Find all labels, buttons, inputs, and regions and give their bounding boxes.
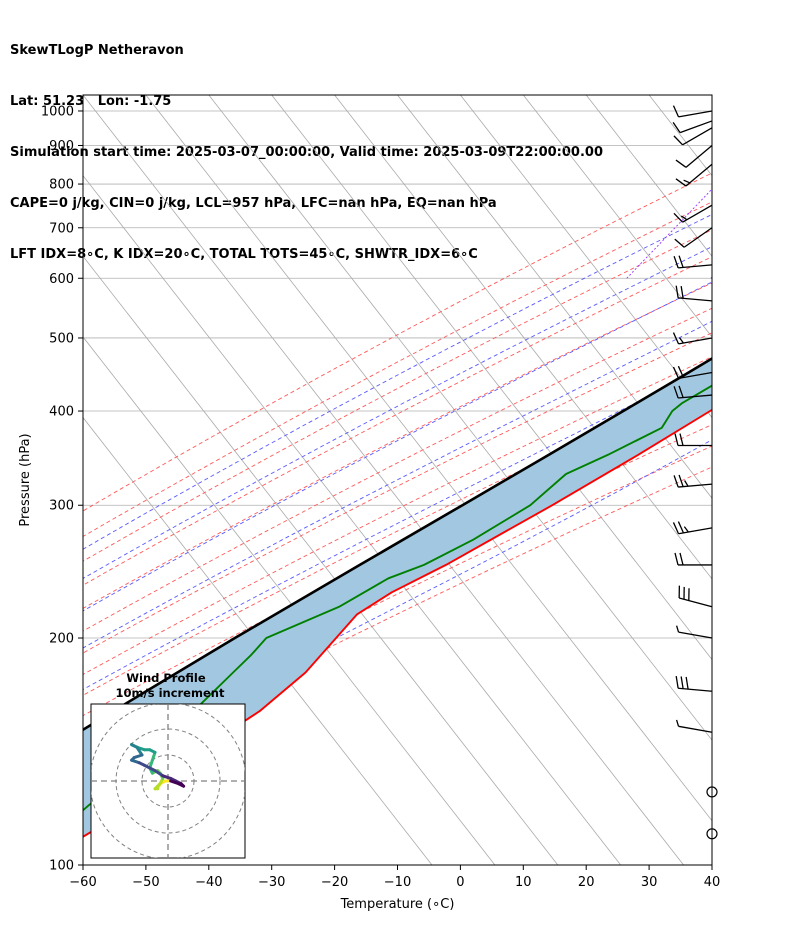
y-tick-label: 200 [49, 632, 74, 647]
x-tick-label: −20 [321, 875, 348, 890]
calm-wind-circle [706, 786, 718, 798]
x-tick-label: 40 [704, 875, 721, 890]
y-tick-label: 700 [49, 221, 74, 236]
x-tick-label: −40 [195, 875, 222, 890]
hodograph-subtitle: 10m/s increment [116, 686, 225, 700]
wind-barb [675, 144, 713, 168]
isotherm-line [83, 336, 496, 865]
moist-adiabat-line [83, 439, 712, 771]
title-line-latlon: Lat: 51.23 Lon: -1.75 [10, 94, 172, 109]
y-tick-label: 900 [49, 139, 74, 154]
y-tick-label: 800 [49, 178, 74, 193]
wind-barb [672, 120, 713, 134]
wind-barb [674, 433, 712, 447]
wind-barb [675, 675, 713, 692]
isotherm-line [83, 174, 622, 865]
isotherm-line [460, 95, 712, 419]
wind-barb [675, 285, 713, 302]
x-tick-label: −30 [258, 875, 285, 890]
wind-barb [672, 105, 713, 118]
calm-wind-circle [706, 828, 718, 840]
wind-barb [673, 385, 713, 399]
x-axis-label: Temperature (∘C) [340, 897, 455, 912]
isotherm-line [83, 255, 559, 865]
x-tick-label: −60 [69, 875, 96, 890]
mixing-ratio-line [626, 188, 712, 279]
x-tick-label: 10 [515, 875, 532, 890]
y-tick-label: 500 [49, 331, 74, 346]
isotherm-line [145, 95, 712, 822]
wind-barb [672, 521, 713, 535]
y-tick-label: 400 [49, 405, 74, 420]
x-tick-label: −50 [132, 875, 159, 890]
wind-barb [674, 552, 712, 566]
x-tick-label: 20 [578, 875, 595, 890]
dry-adiabat-line [83, 356, 712, 675]
x-tick-label: 30 [641, 875, 658, 890]
y-tick-label: 100 [49, 859, 74, 874]
hodograph-title: Wind Profile [126, 671, 206, 685]
dewpoint-line [83, 384, 712, 812]
hodograph-segment [153, 769, 165, 778]
isotherm-line [208, 95, 712, 741]
wind-barb [673, 474, 713, 488]
isotherm-line [585, 95, 712, 257]
axes: −60 −50 −40 −30 −20 −10 0 10 20 30 40 1000 900 800 700… [41, 104, 720, 890]
isotherm-line [83, 95, 684, 865]
wind-barb [675, 719, 713, 733]
dry-adiabat-line [83, 282, 712, 609]
wind-barb [672, 365, 713, 380]
isotherm-line [648, 95, 712, 177]
y-tick-label: 300 [49, 499, 74, 514]
wind-barb [675, 163, 713, 187]
moist-adiabat-line [83, 320, 712, 649]
mixing-ratio-line [710, 276, 712, 279]
y-tick-label: 1000 [41, 104, 74, 119]
wind-barb [672, 332, 713, 345]
hodograph-segment [135, 745, 144, 757]
wind-barbs [672, 105, 718, 840]
dry-adiabat-line [83, 307, 712, 632]
x-tick-label: −10 [384, 875, 411, 890]
isotherm-line [711, 95, 712, 96]
y-axis-label: Pressure (hPa) [18, 433, 33, 526]
isotherm-line [334, 95, 712, 580]
y-tick-label: 600 [49, 272, 74, 287]
dry-adiabat-line [83, 229, 712, 562]
title-line-indices: LFT IDX=8∘C, K IDX=20∘C, TOTAL TOTS=45∘C… [10, 247, 478, 262]
wind-barb [673, 255, 713, 269]
hodograph-segment [169, 779, 180, 786]
wind-barb [674, 227, 713, 248]
dry-adiabat-line [83, 201, 712, 537]
isotherm-line [83, 416, 433, 865]
isotherm-line [397, 95, 712, 499]
wind-barb [675, 625, 713, 639]
title-line-station: SkewTLogP Netheravon [10, 43, 184, 58]
title-line-cape: CAPE=0 j/kg, CIN=0 j/kg, LCL=957 hPa, LF… [10, 196, 497, 211]
hodograph-segment [143, 763, 157, 773]
wind-barb [673, 127, 713, 146]
x-tick-label: 0 [456, 875, 464, 890]
wind-barb [678, 585, 713, 608]
title-line-times: Simulation start time: 2025-03-07_00:00:… [10, 145, 603, 160]
chart-title: SkewTLogP Netheravon Lat: 51.23 Lon: -1.… [10, 8, 603, 280]
moist-adiabat-line [83, 246, 712, 579]
moist-adiabat-line [83, 281, 712, 612]
wind-barb [673, 204, 713, 223]
isotherm-line [522, 95, 712, 338]
